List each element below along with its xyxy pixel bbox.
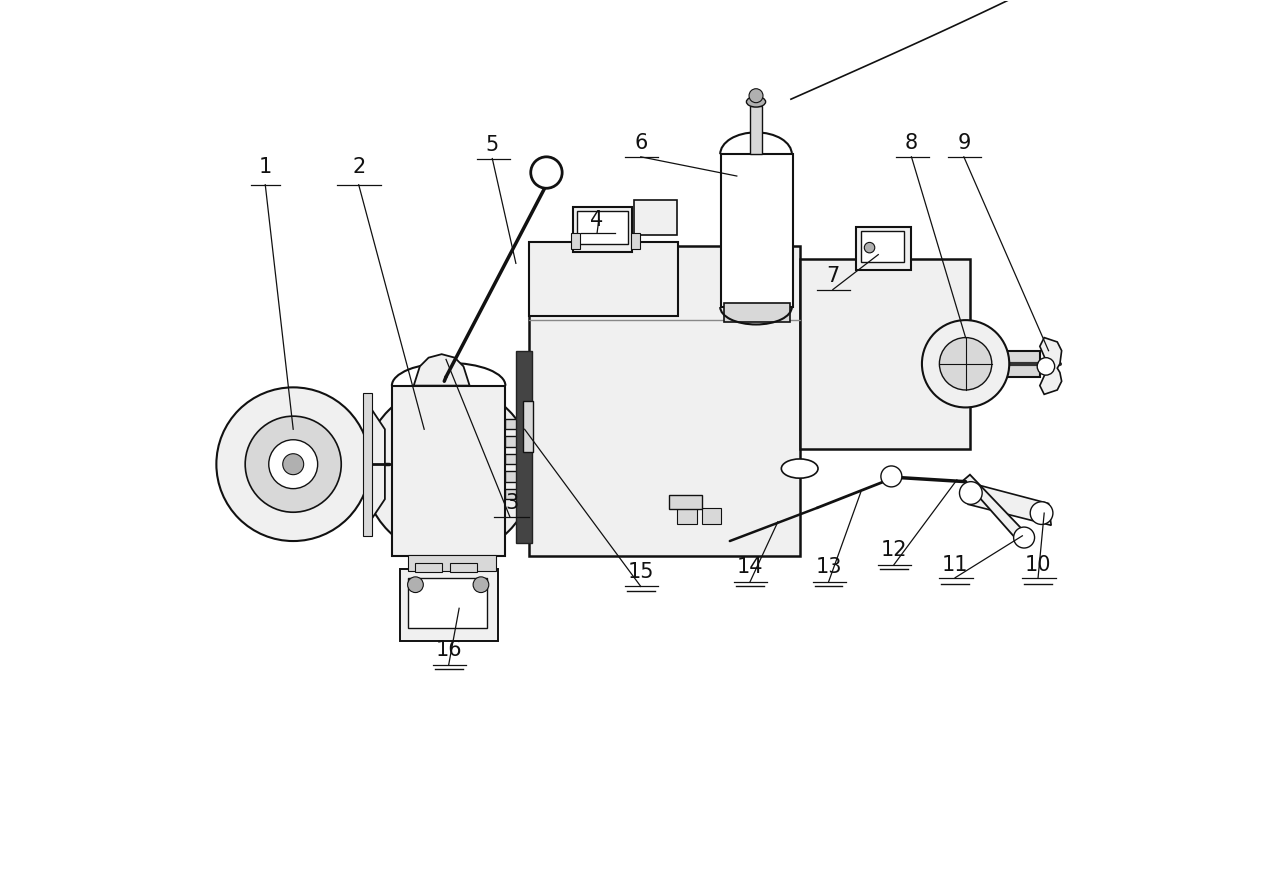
Bar [523,401,533,452]
Text: 4: 4 [591,209,604,230]
Bar [702,508,721,524]
Bar [505,471,518,482]
Text: 15: 15 [627,562,654,582]
Bar [861,231,905,262]
Circle shape [216,387,370,541]
Circle shape [531,157,562,188]
Text: 1: 1 [258,158,272,177]
Bar [634,201,677,236]
Circle shape [364,385,533,556]
Text: 6: 6 [634,133,648,152]
Bar [677,508,696,524]
Bar [505,436,518,447]
Bar [631,233,640,249]
Text: 5: 5 [486,136,499,155]
Bar [970,350,1040,377]
Circle shape [1037,357,1055,375]
Bar [505,419,518,429]
Polygon shape [965,482,1051,526]
Bar [409,555,496,571]
Bar [529,246,799,556]
Circle shape [749,88,763,102]
Bar [515,350,532,543]
Circle shape [473,576,488,592]
Text: 8: 8 [905,133,917,152]
Bar [723,302,790,321]
Polygon shape [414,354,469,385]
Bar [392,385,505,556]
Ellipse shape [781,459,819,478]
Text: 2: 2 [352,158,365,177]
Bar [409,577,487,628]
Polygon shape [964,475,1027,541]
Circle shape [407,576,423,592]
Polygon shape [1040,337,1061,394]
Circle shape [882,466,902,487]
Ellipse shape [747,96,766,107]
Text: 13: 13 [815,557,842,577]
Bar [505,454,518,464]
Text: 12: 12 [880,540,907,560]
Circle shape [865,243,875,253]
Circle shape [269,440,317,489]
Bar [573,207,632,252]
Bar [799,259,970,449]
Circle shape [1014,527,1034,548]
Polygon shape [364,392,371,536]
Circle shape [939,337,992,390]
Circle shape [921,320,1009,407]
Circle shape [245,416,342,512]
Circle shape [283,454,303,475]
Text: 3: 3 [505,493,518,513]
Bar [400,569,497,640]
Bar [668,495,702,509]
Text: 7: 7 [826,266,839,286]
Circle shape [1031,502,1052,525]
Bar [415,563,442,572]
Bar [571,233,580,249]
Bar [529,242,678,315]
Circle shape [960,482,982,505]
Bar [721,154,793,307]
Bar [450,563,477,572]
Text: 9: 9 [957,133,970,152]
Text: 16: 16 [436,640,461,661]
Bar [505,489,518,499]
Bar [856,227,911,271]
Bar [577,211,627,244]
Text: 14: 14 [736,557,763,577]
Bar [750,106,762,154]
Polygon shape [368,403,386,526]
Text: 10: 10 [1025,555,1051,575]
Text: 11: 11 [942,555,969,575]
